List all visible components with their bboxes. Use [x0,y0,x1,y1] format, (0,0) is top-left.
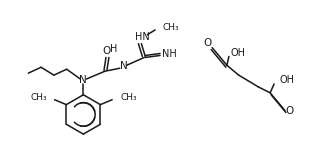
Text: OH: OH [280,75,295,85]
Text: O: O [203,38,211,48]
Text: NH: NH [162,50,176,59]
Text: N: N [80,75,87,85]
Text: CH₃: CH₃ [30,93,47,102]
Text: CH₃: CH₃ [163,23,180,33]
Text: H: H [110,44,118,54]
Text: O: O [103,46,111,56]
Text: O: O [286,106,294,116]
Text: OH: OH [231,48,246,58]
Text: N: N [120,61,127,71]
Text: CH₃: CH₃ [120,93,137,102]
Text: HN: HN [135,32,150,42]
